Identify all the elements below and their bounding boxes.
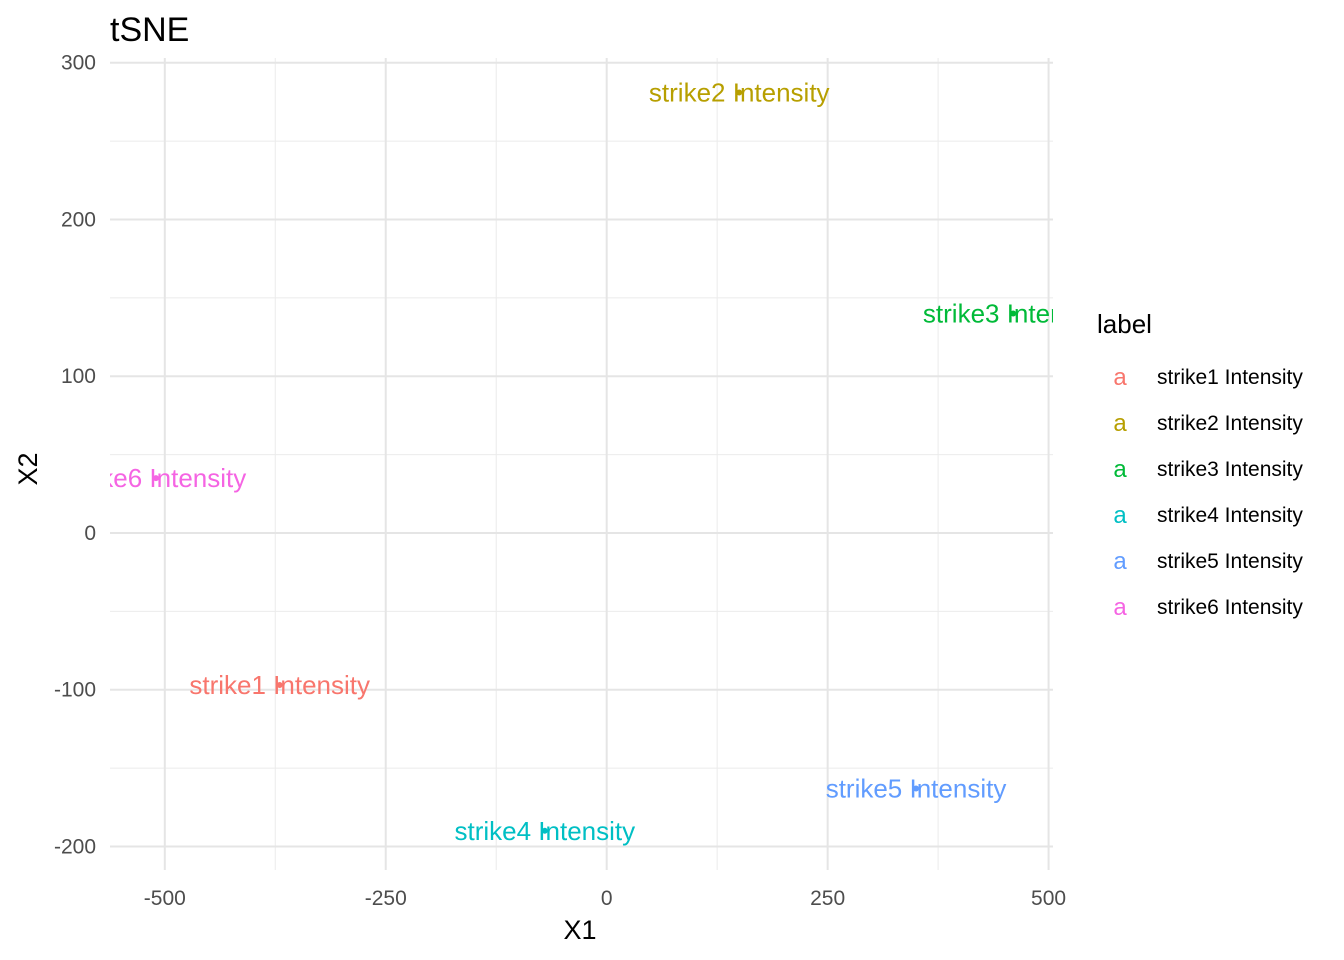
x-axis-title: X1 — [563, 915, 596, 945]
x-tick-label: -500 — [144, 887, 186, 910]
data-point — [736, 89, 743, 96]
y-tick-label: 100 — [61, 365, 96, 388]
point-label: strike3 Intensity — [923, 299, 1104, 329]
legend-label: strike5 Intensity — [1157, 550, 1303, 573]
data-point — [1010, 310, 1017, 317]
y-tick-label: -200 — [54, 835, 96, 858]
data-point — [913, 785, 920, 792]
chart-title: tSNE — [110, 11, 189, 49]
legend-key: a — [1113, 594, 1127, 621]
data-point — [152, 475, 159, 482]
y-tick-label: -100 — [54, 679, 96, 702]
x-tick-label: 250 — [810, 887, 845, 910]
x-tick-label: -250 — [365, 887, 407, 910]
legend-label: strike2 Intensity — [1157, 412, 1303, 435]
x-tick-label: 500 — [1031, 887, 1066, 910]
y-axis-title: X2 — [13, 452, 43, 485]
point-label: strike1 Intensity — [189, 670, 370, 700]
point-label: strike4 Intensity — [455, 816, 636, 846]
legend-key: a — [1113, 502, 1127, 529]
y-axis-tick-labels: 300 200 100 0 -100 -200 — [54, 52, 96, 859]
point-label: strike5 Intensity — [826, 773, 1007, 803]
legend-key: a — [1113, 364, 1127, 391]
data-point — [541, 827, 548, 834]
major-gridlines — [110, 58, 1053, 870]
legend-title: label — [1097, 309, 1152, 339]
y-tick-label: 300 — [61, 52, 96, 75]
y-tick-label: 200 — [61, 208, 96, 231]
legend-key: a — [1113, 456, 1127, 483]
legend-label: strike6 Intensity — [1157, 596, 1303, 619]
data-point — [276, 682, 283, 689]
point-label: strike6 Intensity — [66, 463, 247, 493]
legend-key: a — [1113, 410, 1127, 437]
y-tick-label: 0 — [84, 522, 96, 545]
point-label: strike2 Intensity — [649, 77, 830, 107]
x-axis-tick-labels: -500 -250 0 250 500 — [144, 887, 1066, 910]
minor-gridlines — [110, 58, 1053, 870]
legend-label: strike1 Intensity — [1157, 366, 1303, 389]
data-points: strike1 Intensity strike2 Intensity strike… — [66, 77, 1104, 846]
legend-label: strike4 Intensity — [1157, 504, 1303, 527]
plot-area: strike1 Intensity strike2 Intensity strike… — [66, 77, 1104, 846]
legend: label a strike1 Intensity a strike2 Intensi… — [1097, 309, 1303, 621]
legend-label: strike3 Intensity — [1157, 458, 1303, 481]
x-tick-label: 0 — [601, 887, 613, 910]
legend-items: a strike1 Intensity a strike2 Intensity a str… — [1113, 364, 1303, 621]
legend-key: a — [1113, 548, 1127, 575]
